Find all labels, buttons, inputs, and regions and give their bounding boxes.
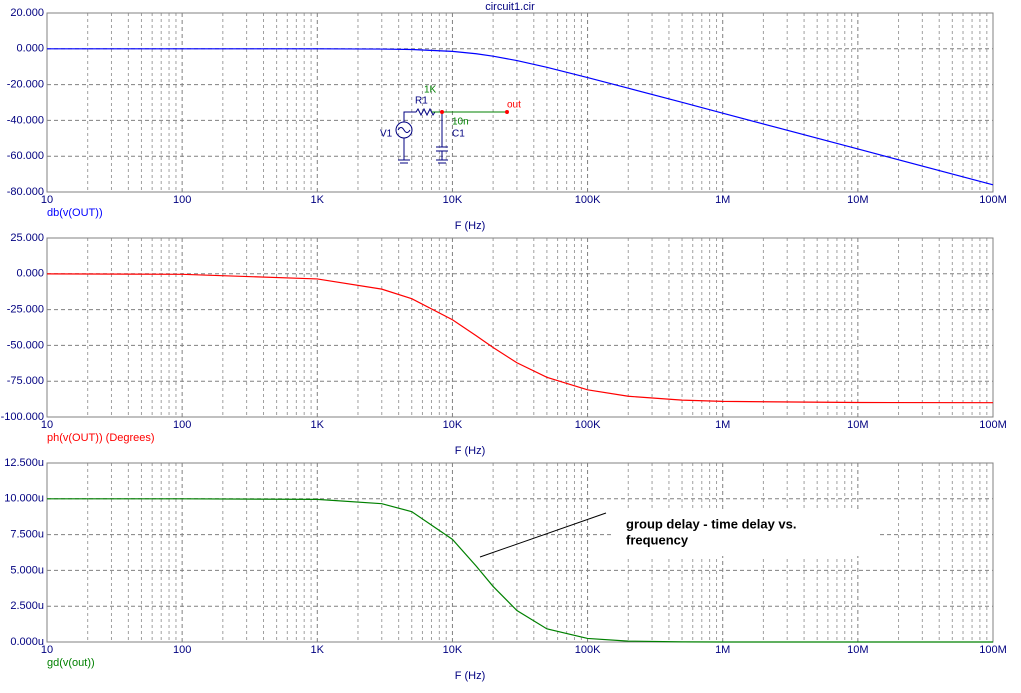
x-tick-label: 100K bbox=[575, 644, 601, 656]
x-tick-label: 10M bbox=[847, 194, 868, 206]
plot-border bbox=[46, 237, 994, 418]
y-tick-label: 20.000 bbox=[10, 7, 44, 19]
y-tick-label: -75.000 bbox=[7, 375, 44, 387]
x-tick-label: 10K bbox=[443, 419, 463, 431]
series-line bbox=[46, 273, 994, 404]
schematic: 1K R1 10n C1 V1 out bbox=[380, 85, 521, 164]
x-tick-label: 1M bbox=[715, 644, 730, 656]
y-tick-label: 5.000u bbox=[10, 564, 44, 576]
source-wave bbox=[397, 127, 411, 133]
y-tick-label: 0.000u bbox=[10, 636, 44, 648]
y-tick-label: 12.500u bbox=[4, 457, 44, 469]
capacitor-value: 10n bbox=[452, 117, 469, 128]
y-tick-label: 10.000u bbox=[4, 493, 44, 505]
series-label: db(v(OUT)) bbox=[47, 207, 103, 219]
node-label: out bbox=[507, 100, 521, 111]
annotation-pointer bbox=[479, 512, 607, 558]
x-tick-label: 1M bbox=[715, 194, 730, 206]
y-tick-label: -25.000 bbox=[7, 304, 44, 316]
x-axis-label: F (Hz) bbox=[455, 220, 486, 232]
resistor-value: 1K bbox=[424, 85, 437, 96]
plot-border bbox=[46, 12, 994, 193]
y-tick-label: -40.000 bbox=[7, 114, 44, 126]
node-dot bbox=[440, 110, 444, 114]
y-tick-label: 7.500u bbox=[10, 529, 44, 541]
annotation: group delay - time delay vs. bbox=[626, 516, 797, 531]
x-tick-label: 1K bbox=[311, 644, 325, 656]
y-tick-label: -50.000 bbox=[7, 339, 44, 351]
x-tick-label: 10M bbox=[847, 644, 868, 656]
panel: 10 100 1K 10K 100K 1M 10M 100M 12.500u 10.000u 7.5… bbox=[4, 457, 1007, 682]
x-axis-label: F (Hz) bbox=[455, 445, 486, 457]
y-tick-label: 0.000 bbox=[16, 268, 44, 280]
x-tick-label: 1K bbox=[311, 419, 325, 431]
annotation: frequency bbox=[626, 532, 689, 547]
annotation-box bbox=[612, 510, 880, 556]
series-label: gd(v(out)) bbox=[47, 657, 95, 669]
y-tick-label: -60.000 bbox=[7, 150, 44, 162]
node-dot bbox=[505, 110, 509, 114]
x-tick-label: 100K bbox=[575, 194, 601, 206]
x-tick-label: 10 bbox=[41, 644, 53, 656]
y-tick-label: -100.000 bbox=[1, 411, 44, 423]
chart-title: circuit1.cir bbox=[485, 1, 535, 13]
x-tick-label: 100K bbox=[575, 419, 601, 431]
x-tick-label: 10 bbox=[41, 194, 53, 206]
x-tick-label: 100 bbox=[173, 194, 191, 206]
x-tick-label: 100 bbox=[173, 644, 191, 656]
x-tick-label: 10K bbox=[443, 644, 463, 656]
x-tick-label: 100M bbox=[979, 644, 1007, 656]
x-tick-label: 100M bbox=[979, 194, 1007, 206]
ground bbox=[398, 138, 410, 164]
panel: 10 100 1K 10K 100K 1M 10M 100M 25.000 0.000 -25.00… bbox=[1, 232, 1007, 457]
series-label: ph(v(OUT)) (Degrees) bbox=[47, 432, 155, 444]
x-tick-label: 100 bbox=[173, 419, 191, 431]
panel: 10 100 1K 10K 100K 1M 10M 100M 20.000 0.000 -20.00… bbox=[7, 7, 1007, 232]
capacitor bbox=[436, 112, 448, 164]
x-tick-label: 100M bbox=[979, 419, 1007, 431]
wire bbox=[403, 107, 505, 122]
resistor-name: R1 bbox=[415, 96, 428, 107]
x-tick-label: 1M bbox=[715, 419, 730, 431]
plot-border bbox=[46, 462, 994, 643]
y-tick-label: 2.500u bbox=[10, 600, 44, 612]
y-tick-label: 25.000 bbox=[10, 232, 44, 244]
source-name: V1 bbox=[380, 129, 393, 140]
series-line bbox=[47, 48, 994, 186]
capacitor-name: C1 bbox=[452, 129, 465, 140]
x-axis-label: F (Hz) bbox=[455, 670, 486, 682]
x-tick-label: 1K bbox=[311, 194, 325, 206]
y-tick-label: -80.000 bbox=[7, 186, 44, 198]
y-tick-label: 0.000 bbox=[16, 43, 44, 55]
x-tick-label: 10M bbox=[847, 419, 868, 431]
x-tick-label: 10K bbox=[443, 194, 463, 206]
x-tick-label: 10 bbox=[41, 419, 53, 431]
series-line bbox=[47, 498, 993, 643]
y-tick-label: -20.000 bbox=[7, 79, 44, 91]
